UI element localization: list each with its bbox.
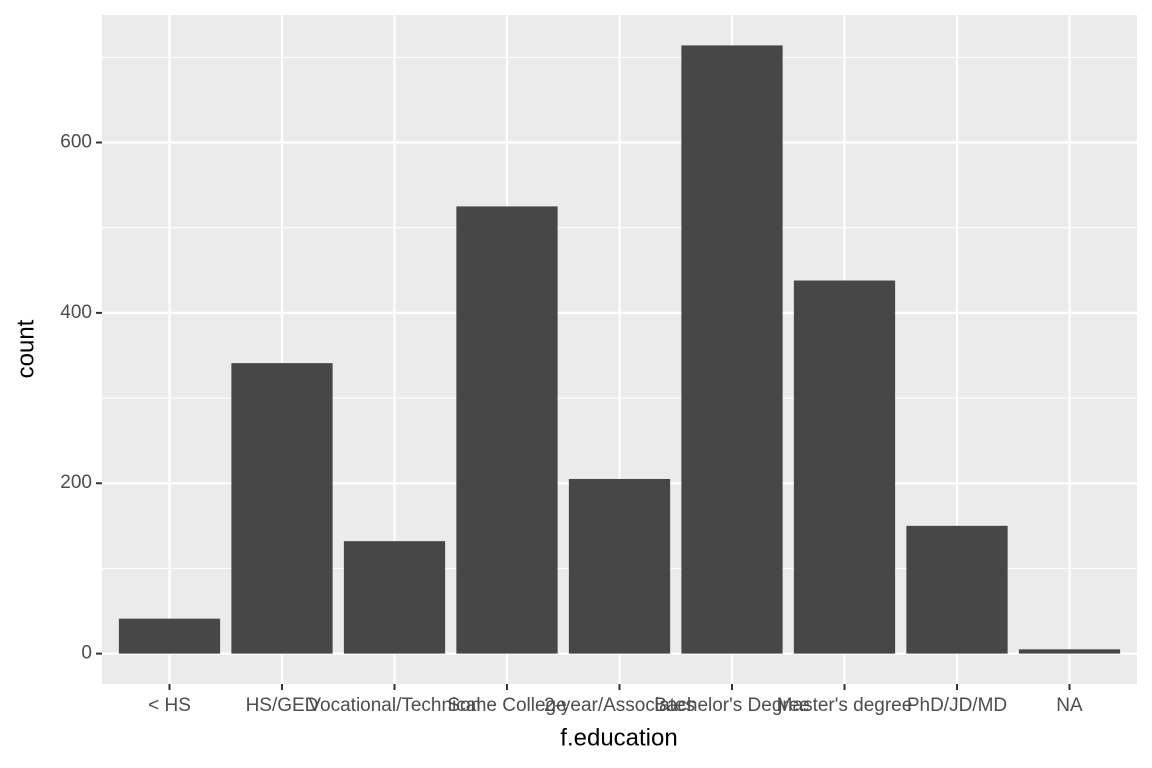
- x-tick-label: Some College: [447, 695, 566, 716]
- x-tick-label: < HS: [148, 695, 191, 716]
- bar: [681, 45, 783, 654]
- x-tick-label: Bachelor's Degree: [654, 695, 810, 716]
- bar: [456, 206, 558, 654]
- bar: [231, 363, 333, 654]
- y-tick-label: 600: [60, 132, 92, 153]
- y-tick-label: 400: [60, 302, 92, 323]
- bar: [1018, 649, 1121, 654]
- bar: [343, 541, 446, 654]
- x-tick-label: NA: [1056, 695, 1083, 716]
- x-tick-label: PhD/JD/MD: [907, 695, 1007, 716]
- x-tick-label: HS/GED: [246, 695, 319, 716]
- bar: [118, 618, 221, 654]
- bar: [568, 478, 671, 654]
- x-axis-title: f.education: [560, 724, 677, 751]
- x-tick-label: 2-year/Associates: [544, 695, 695, 716]
- x-tick-label: Vocational/Technical: [308, 695, 480, 716]
- bar: [906, 525, 1008, 654]
- y-tick-label: 0: [81, 643, 92, 664]
- y-tick-label: 200: [60, 472, 92, 493]
- y-axis-title: count: [12, 319, 39, 378]
- bar: [793, 280, 896, 654]
- x-tick-label: Master's degree: [777, 695, 913, 716]
